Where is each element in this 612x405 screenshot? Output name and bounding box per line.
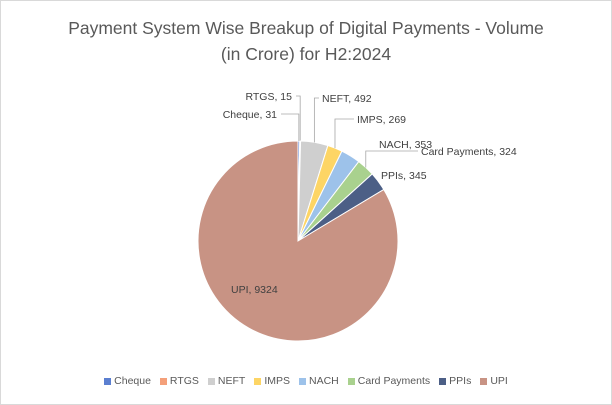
legend-item-rtgs: RTGS: [159, 375, 199, 387]
legend-swatch: [439, 377, 447, 385]
legend-label: Cheque: [114, 375, 151, 387]
leader-line-rtgs: [296, 95, 301, 142]
legend-label: Card Payments: [357, 375, 431, 387]
chart-title-line-2: (in Crore) for H2:2024: [220, 44, 392, 64]
chart-title: Payment System Wise Breakup of Digital P…: [1, 15, 611, 67]
legend-item-cheque: Cheque: [104, 375, 151, 387]
legend-item-ppis: PPIs: [439, 375, 471, 387]
data-label-imps: IMPS, 269: [357, 114, 406, 126]
data-label-neft: NEFT, 492: [322, 93, 372, 105]
data-label-card-payments: Card Payments, 324: [421, 146, 517, 158]
legend-item-imps: IMPS: [254, 375, 290, 387]
legend-item-upi: UPI: [480, 375, 508, 387]
leader-line-imps: [334, 118, 354, 149]
data-label-nach: NACH, 353: [379, 139, 432, 151]
chart-legend: Cheque RTGS NEFT IMPS NACH Card Payments PPIs U…: [1, 372, 611, 390]
legend-swatch: [347, 377, 355, 385]
legend-swatch: [299, 377, 306, 385]
leader-line-card-payments: [365, 150, 418, 168]
legend-label: NEFT: [217, 375, 246, 387]
legend-item-card-payments: Card Payments: [347, 375, 431, 387]
legend-swatch: [254, 377, 262, 385]
data-label-cheque: Cheque, 31: [223, 109, 277, 121]
legend-label: UPI: [490, 375, 508, 387]
legend-label: NACH: [309, 375, 339, 387]
legend-label: RTGS: [169, 375, 199, 387]
chart-title-line-1: Payment System Wise Breakup of Digital P…: [68, 18, 544, 38]
data-label-ppis: PPIs, 345: [381, 170, 427, 182]
data-label-upi: UPI, 9324: [231, 284, 278, 296]
legend-item-nach: NACH: [299, 375, 339, 387]
legend-swatch: [480, 377, 488, 385]
leader-line-neft: [313, 97, 319, 143]
legend-item-neft: NEFT: [207, 375, 246, 387]
legend-swatch: [207, 377, 215, 385]
data-label-rtgs: RTGS, 15: [246, 91, 293, 103]
leader-line-cheque: [281, 113, 300, 142]
legend-label: PPIs: [449, 375, 472, 387]
pie-slice-upi: [197, 140, 399, 342]
legend-label: IMPS: [264, 375, 290, 387]
legend-swatch: [104, 377, 112, 385]
legend-swatch: [159, 377, 167, 385]
